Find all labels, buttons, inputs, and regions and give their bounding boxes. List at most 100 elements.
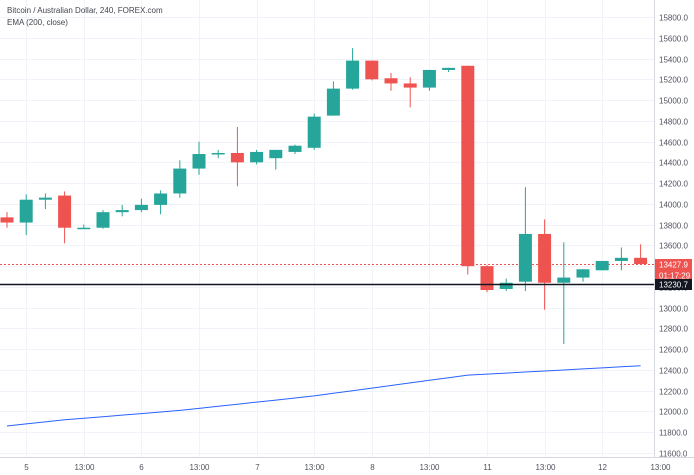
candle[interactable] [154,190,168,215]
price-tick-label: 14800.0 [659,118,688,127]
symbol-title[interactable]: Bitcoin / Australian Dollar, 240, FOREX.… [7,6,163,15]
price-tick-label: 12800.0 [659,325,688,334]
last-price-label: 13427.9 [659,261,688,270]
time-tick-label: 13:00 [535,463,556,472]
time-tick-label: 13:00 [650,463,671,472]
time-tick-label: 11 [483,463,492,472]
time-tick-label: 12 [598,463,607,472]
candle[interactable] [518,187,532,292]
candle-body [19,199,33,223]
candle[interactable] [173,160,187,198]
countdown-label: 01:17:29 [659,272,691,281]
candle[interactable] [192,141,206,175]
candle[interactable] [634,244,648,265]
candle-body [614,257,628,261]
time-tick-label: 13:00 [189,463,210,472]
candle-body [442,67,456,70]
price-tick-label: 15000.0 [659,97,688,106]
candle[interactable] [230,127,244,187]
indicator-label[interactable]: EMA (200, close) [7,18,68,27]
time-tick-label: 6 [139,463,144,472]
price-tick-label: 12600.0 [659,346,688,355]
candle[interactable] [557,242,571,344]
candle[interactable] [461,65,475,275]
candle[interactable] [384,73,398,91]
candle-body [365,60,379,80]
candle-body [134,204,148,211]
price-tick-label: 15200.0 [659,76,688,85]
time-tick-label: 7 [255,463,260,472]
candle[interactable] [538,219,552,310]
candle-body [557,277,571,283]
time-tick-label: 13:00 [304,463,325,472]
candle[interactable] [422,69,436,91]
candle-body [346,60,360,89]
candle[interactable] [576,269,590,282]
candle[interactable] [0,212,14,228]
candle[interactable] [346,48,360,90]
price-tick-label: 14200.0 [659,180,688,189]
time-tick-label: 8 [370,463,375,472]
price-tick-label: 12000.0 [659,408,688,417]
candle-body [499,282,513,289]
candle[interactable] [403,77,417,108]
price-tick-label: 14400.0 [659,159,688,168]
candle[interactable] [269,149,283,170]
candle-body [192,154,206,169]
price-tick-label: 14000.0 [659,201,688,210]
price-tick-label: 13600.0 [659,242,688,251]
candle-body [288,145,302,152]
candle-body [96,212,110,228]
candle[interactable] [19,194,33,235]
price-tick-label: 13000.0 [659,305,688,314]
candle[interactable] [115,204,129,217]
candle[interactable] [38,193,52,210]
candle-body [326,88,340,116]
candle[interactable] [211,149,225,159]
candle[interactable] [480,265,494,293]
price-tick-label: 14600.0 [659,139,688,148]
candle-body [538,233,552,283]
time-tick-label: 13:00 [74,463,95,472]
candle[interactable] [326,81,340,116]
candle-body [38,197,52,200]
candle[interactable] [365,60,379,81]
grid-lines [0,0,661,457]
candle-body [0,217,14,223]
price-scale-background[interactable] [654,0,694,457]
candlestick-series[interactable] [0,48,648,344]
candle[interactable] [595,260,609,271]
time-axis: 5 13:00 6 13:00 7 13:00 8 13:00 11 13:00 12 13:00 [24,463,671,472]
candle[interactable] [614,247,628,271]
candle[interactable] [77,224,91,230]
candle-body [250,151,264,163]
candle-body [154,193,168,205]
crosshair-price-tag: 13230.7 [655,279,692,290]
ema-line [6,365,641,427]
countdown-tag: 01:17:29 [655,270,692,281]
price-tick-label: 11600.0 [659,450,688,459]
crosshair-price-label: 13230.7 [659,281,688,290]
price-tick-label: 13800.0 [659,222,688,231]
candle[interactable] [250,149,264,165]
candle[interactable] [96,210,110,229]
price-tick-label: 15600.0 [659,35,688,44]
price-tick-label: 15800.0 [659,14,688,23]
candle[interactable] [442,67,456,73]
time-tick-label: 5 [24,463,29,472]
candle-body [634,257,648,265]
candle-body [77,227,91,230]
candle-body [211,152,225,155]
candle[interactable] [134,198,148,213]
candle-body [307,116,321,148]
price-tick-label: 12200.0 [659,388,688,397]
candle[interactable] [58,191,72,244]
candle-body [518,233,532,282]
price-tick-label: 11800.0 [659,429,688,438]
candle-body [230,152,244,163]
candle[interactable] [307,113,321,150]
candle-body [115,210,129,213]
price-tick-label: 15400.0 [659,56,688,65]
candle[interactable] [288,144,302,155]
